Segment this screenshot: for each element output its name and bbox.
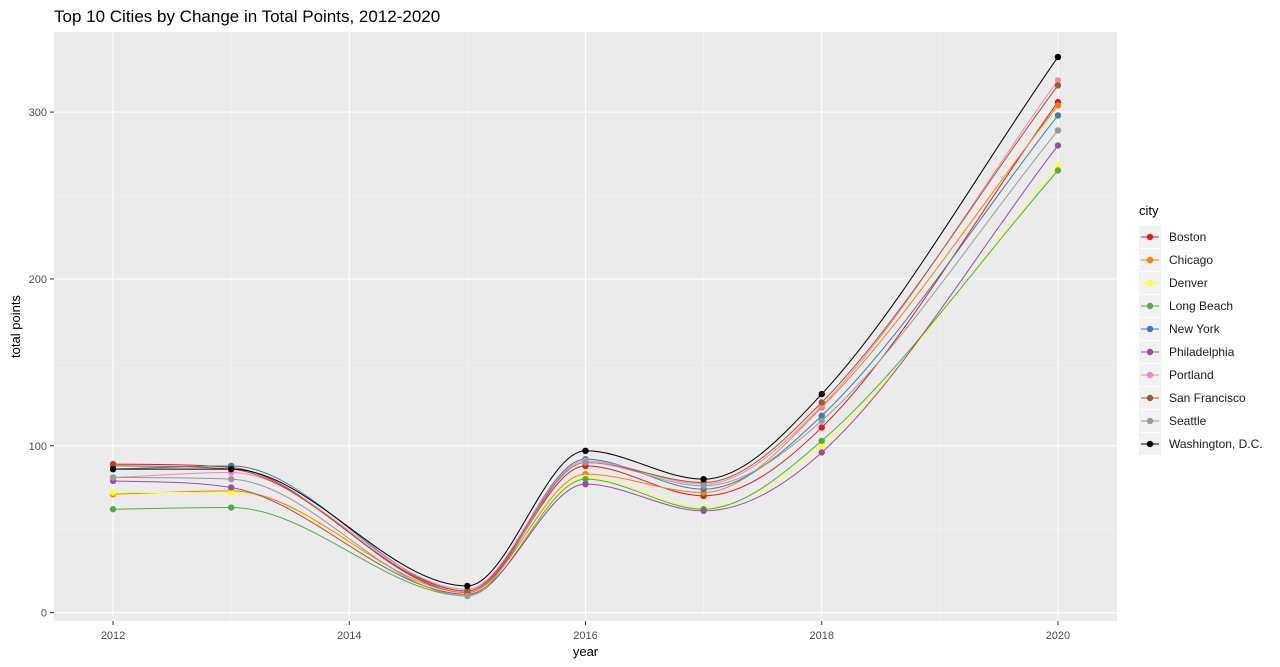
legend-label: Denver — [1169, 276, 1208, 290]
data-point-san-francisco — [1054, 82, 1062, 89]
legend-key-point — [1146, 256, 1154, 264]
legend-item-seattle: Seattle — [1139, 410, 1207, 432]
data-point-denver — [1054, 162, 1062, 169]
data-point-seattle — [700, 482, 707, 490]
data-point-chicago — [1054, 102, 1062, 109]
data-point-san-francisco — [818, 399, 825, 406]
major-gridlines — [54, 32, 1117, 621]
data-point-long-beach — [109, 506, 117, 513]
legend-label: Washington, D.C. — [1169, 437, 1263, 451]
y-tick-label: 100 — [29, 441, 47, 453]
data-point-long-beach — [818, 437, 825, 444]
data-point-seattle — [1054, 127, 1062, 134]
x-tick-label: 2012 — [101, 630, 125, 642]
legend-item-new-york: New York — [1139, 318, 1221, 340]
legend-label: Portland — [1169, 368, 1214, 382]
data-point-boston — [818, 424, 825, 431]
legend-key-point — [1146, 348, 1154, 356]
data-point-long-beach — [582, 475, 589, 483]
legend-label: Philadelphia — [1169, 345, 1235, 359]
data-point-philadelphia — [700, 507, 707, 515]
legend-title: city — [1139, 203, 1159, 218]
x-tick-label: 2016 — [573, 630, 597, 642]
series-points — [109, 53, 1062, 600]
legend-key-point — [1146, 417, 1154, 425]
legend-item-san-francisco: San Francisco — [1139, 387, 1246, 409]
legend-item-portland: Portland — [1139, 364, 1214, 386]
legend-key-point — [1146, 440, 1154, 448]
legend-item-long-beach: Long Beach — [1139, 295, 1233, 317]
x-tick-label: 2020 — [1046, 630, 1070, 642]
legend-item-chicago: Chicago — [1139, 249, 1213, 271]
data-point-denver — [227, 489, 235, 496]
data-point-long-beach — [1054, 167, 1062, 174]
data-point-philadelphia — [818, 449, 825, 456]
legend-item-boston: Boston — [1139, 226, 1206, 248]
data-point-denver — [818, 442, 825, 450]
data-point-washington-d-c — [818, 390, 825, 398]
data-point-washington-d-c — [582, 447, 589, 455]
legend: city Boston Chicago Denver Long Beach New Yo… — [1139, 203, 1263, 455]
data-point-denver — [109, 489, 117, 496]
legend-label: San Francisco — [1169, 391, 1246, 405]
y-axis-title: total points — [8, 295, 23, 358]
legend-label: Boston — [1169, 230, 1206, 244]
data-point-seattle — [464, 592, 471, 600]
data-point-seattle — [109, 474, 117, 481]
legend-items: Boston Chicago Denver Long Beach New York Phi… — [1139, 226, 1263, 455]
legend-item-denver: Denver — [1139, 272, 1208, 294]
data-point-philadelphia — [1054, 142, 1062, 149]
y-tick-label: 300 — [29, 107, 47, 119]
legend-item-washington-d-c: Washington, D.C. — [1139, 433, 1263, 455]
data-point-philadelphia — [582, 480, 589, 488]
data-point-washington-d-c — [109, 465, 117, 473]
data-point-new-york — [1054, 112, 1062, 119]
legend-label: New York — [1169, 322, 1221, 336]
x-tick-label: 2014 — [337, 630, 361, 642]
legend-label: Seattle — [1169, 414, 1207, 428]
data-point-seattle — [582, 459, 589, 466]
data-point-seattle — [818, 417, 825, 424]
x-axis-title: year — [573, 644, 599, 659]
legend-key-point — [1146, 371, 1154, 379]
data-point-san-francisco — [464, 587, 471, 595]
legend-key-point — [1146, 394, 1154, 402]
data-point-portland — [1054, 77, 1062, 84]
data-point-washington-d-c — [227, 465, 235, 473]
data-point-washington-d-c — [1054, 53, 1062, 61]
y-tick-label: 200 — [29, 274, 47, 286]
data-point-washington-d-c — [464, 582, 471, 590]
legend-key-point — [1146, 279, 1154, 287]
legend-item-philadelphia: Philadelphia — [1139, 341, 1235, 363]
legend-label: Chicago — [1169, 253, 1213, 267]
data-point-seattle — [227, 475, 235, 483]
axis-ticks — [50, 111, 1059, 625]
data-point-new-york — [818, 412, 825, 419]
data-point-long-beach — [227, 504, 235, 511]
data-point-washington-d-c — [700, 475, 707, 483]
data-point-philadelphia — [227, 484, 235, 491]
x-tick-label: 2018 — [809, 630, 833, 642]
legend-key-point — [1146, 233, 1154, 241]
y-tick-labels: 0 100 200 300 — [29, 107, 47, 620]
x-tick-labels: 2012 2014 2016 2018 2020 — [101, 630, 1070, 642]
y-tick-label: 0 — [41, 608, 47, 620]
legend-label: Long Beach — [1169, 299, 1233, 313]
legend-key-point — [1146, 325, 1154, 333]
legend-key-point — [1146, 302, 1154, 310]
chart-title: Top 10 Cities by Change in Total Points,… — [54, 7, 440, 26]
